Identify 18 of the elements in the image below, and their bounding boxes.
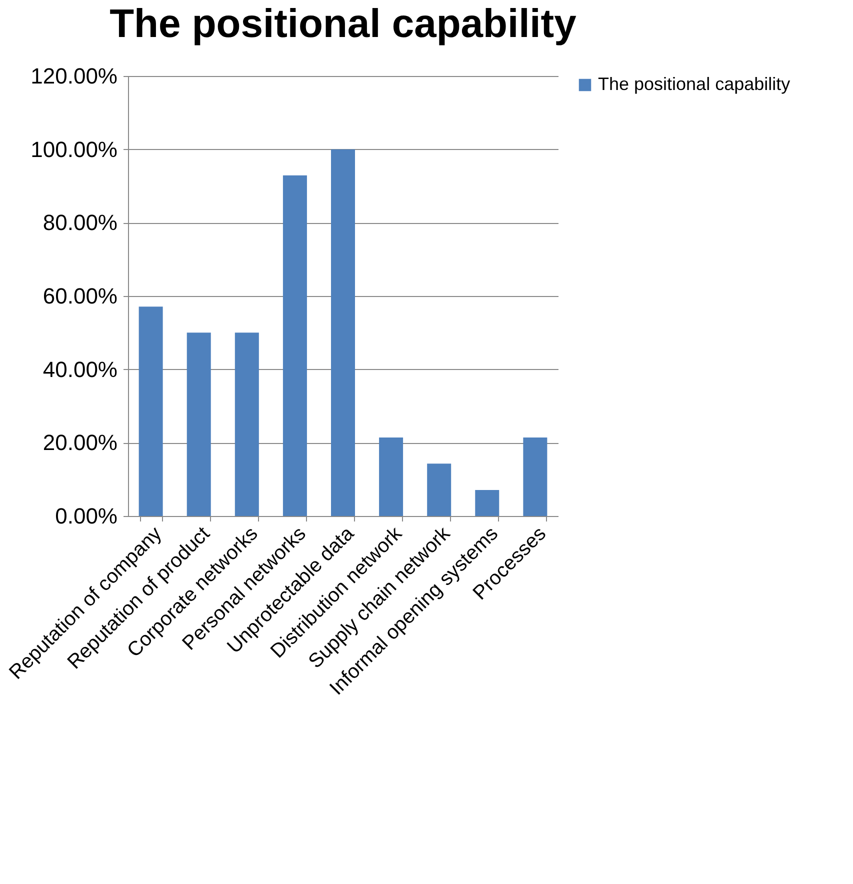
bar — [234, 332, 259, 516]
bar — [282, 175, 307, 516]
y-tick-label: 40.00% — [42, 356, 118, 382]
bar — [475, 490, 500, 516]
bar — [523, 438, 548, 516]
legend-label: The positional capability — [598, 74, 790, 94]
y-tick-label: 80.00% — [42, 210, 118, 236]
y-tick-label: 60.00% — [42, 284, 118, 308]
chart-title: The positional capability — [110, 2, 578, 46]
y-tick-label: 120.00% — [30, 64, 118, 88]
bar — [427, 464, 452, 516]
y-tick-label: 0.00% — [55, 504, 118, 528]
y-tick-label: 100.00% — [30, 136, 118, 162]
bar — [379, 438, 404, 516]
bar — [186, 332, 211, 516]
bar — [331, 149, 355, 516]
y-tick-label: 20.00% — [42, 430, 118, 456]
bar — [138, 306, 163, 516]
